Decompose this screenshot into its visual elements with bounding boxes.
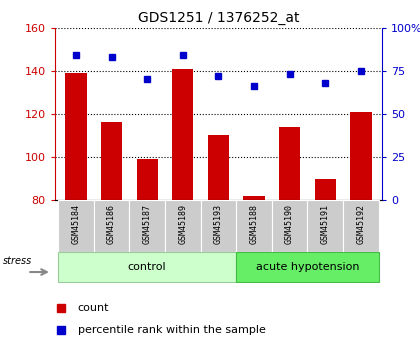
Text: stress: stress [3, 256, 32, 266]
Title: GDS1251 / 1376252_at: GDS1251 / 1376252_at [138, 11, 299, 25]
Text: acute hypotension: acute hypotension [256, 263, 359, 272]
Text: control: control [128, 263, 166, 272]
Bar [343, 200, 379, 252]
Bar [58, 253, 236, 282]
Text: GSM45184: GSM45184 [71, 204, 81, 244]
Bar [307, 200, 343, 252]
Bar [315, 179, 336, 200]
Text: GSM45190: GSM45190 [285, 204, 294, 244]
Text: GSM45188: GSM45188 [249, 204, 258, 244]
Bar [350, 112, 372, 200]
Text: GSM45186: GSM45186 [107, 204, 116, 244]
Bar [208, 136, 229, 200]
Bar [279, 127, 300, 200]
Bar [165, 200, 201, 252]
Bar [272, 200, 307, 252]
Text: count: count [78, 303, 109, 313]
Bar [236, 253, 379, 282]
Bar [172, 69, 194, 200]
Text: GSM45187: GSM45187 [143, 204, 152, 244]
Bar [129, 200, 165, 252]
Bar [201, 200, 236, 252]
Text: GSM45193: GSM45193 [214, 204, 223, 244]
Bar [101, 122, 122, 200]
Bar [58, 200, 94, 252]
Bar [243, 196, 265, 200]
Bar [136, 159, 158, 200]
Bar [65, 73, 87, 200]
Bar [94, 200, 129, 252]
Text: GSM45192: GSM45192 [356, 204, 365, 244]
Bar [236, 200, 272, 252]
Text: GSM45189: GSM45189 [178, 204, 187, 244]
Text: GSM45191: GSM45191 [321, 204, 330, 244]
Text: percentile rank within the sample: percentile rank within the sample [78, 325, 265, 335]
